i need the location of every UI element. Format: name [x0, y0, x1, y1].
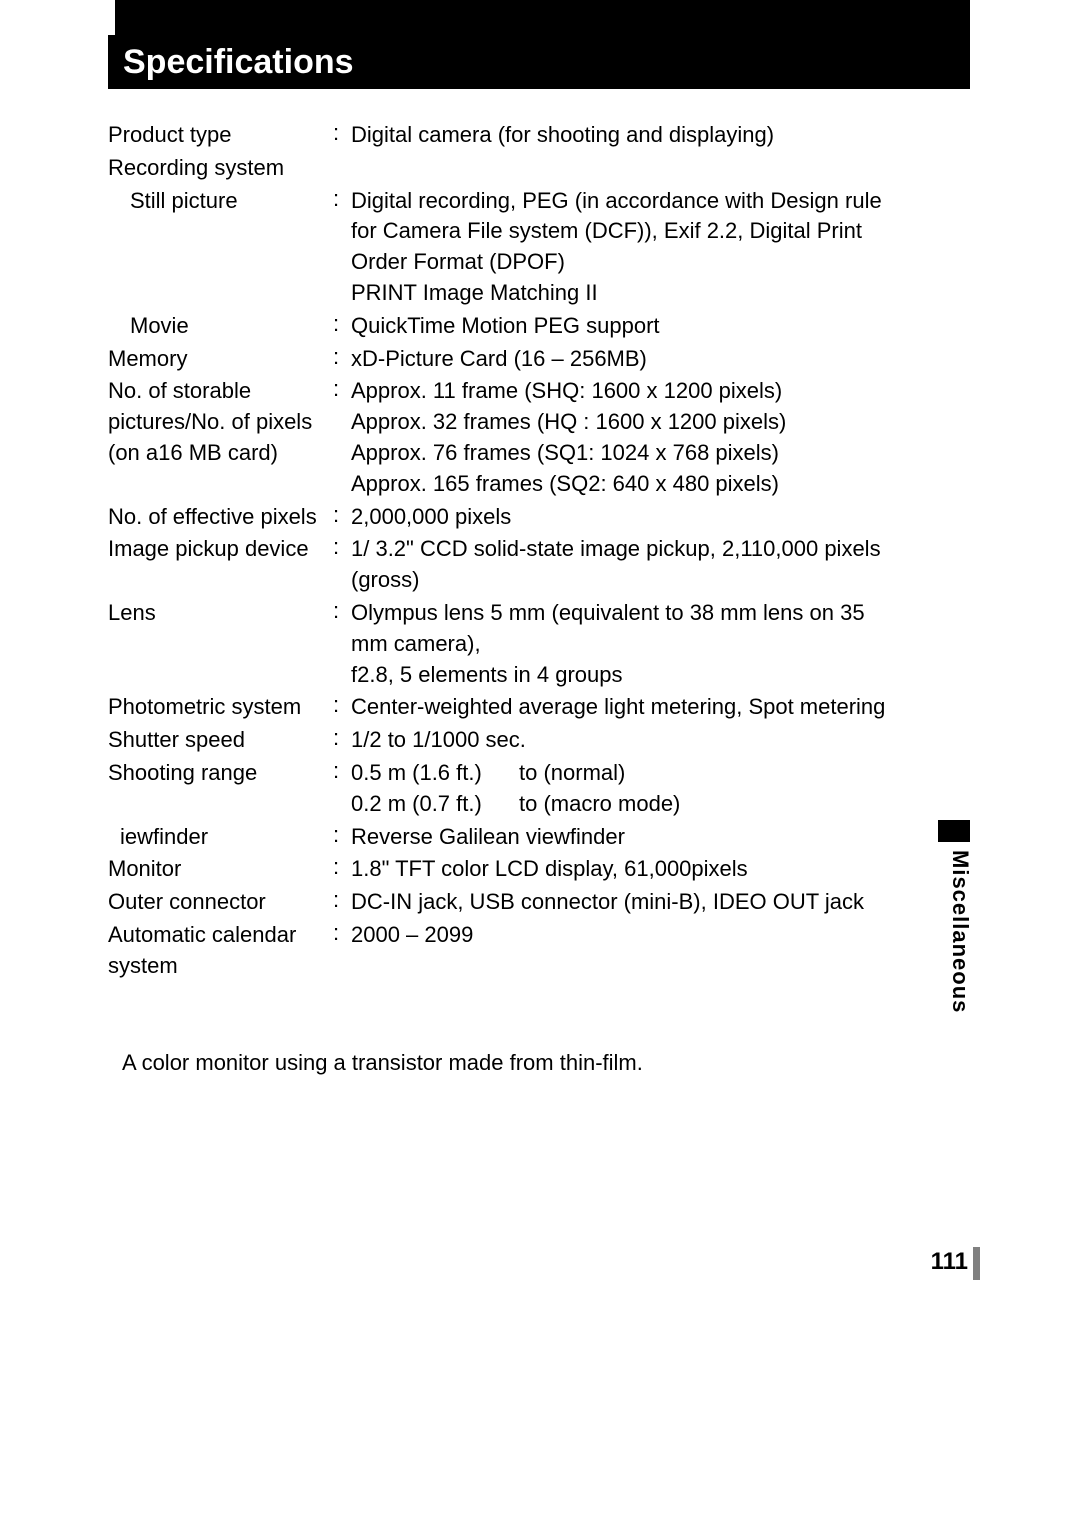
specifications-list: Product type : Digital camera (for shoot…	[108, 120, 888, 984]
title-bar: Specifications	[108, 35, 970, 89]
side-tab-label: Miscellaneous	[947, 850, 973, 1013]
spec-row-shooting-range: Shooting range : 0.5 m (1.6 ft.) to (nor…	[108, 758, 888, 820]
spec-colon: :	[333, 920, 351, 946]
page-number: 111	[931, 1248, 968, 1276]
spec-colon: :	[333, 822, 351, 848]
spec-colon: :	[333, 854, 351, 880]
page-title: Specifications	[123, 43, 354, 82]
spec-label: Product type	[108, 120, 333, 151]
spec-label: Still picture	[108, 186, 333, 217]
spec-label: Lens	[108, 598, 333, 629]
spec-row-photometric: Photometric system : Center-weighted ave…	[108, 692, 888, 723]
spec-value: xD-Picture Card (16 – 256MB)	[351, 344, 888, 375]
spec-value: Olympus lens 5 mm (equivalent to 38 mm l…	[351, 598, 888, 690]
footnote-text: A color monitor using a transistor made …	[122, 1050, 643, 1076]
spec-label: Image pickup device	[108, 534, 333, 565]
spec-row-image-pickup: Image pickup device : 1/ 3.2" CCD solid-…	[108, 534, 888, 596]
spec-colon: :	[333, 311, 351, 337]
spec-value: DC-IN jack, USB connector (mini-B), IDEO…	[351, 887, 888, 918]
spec-label: iewfinder	[108, 822, 333, 853]
spec-label: Photometric system	[108, 692, 333, 723]
spec-colon: :	[333, 725, 351, 751]
spec-label: No. of effective pixels	[108, 502, 333, 533]
page-container: Specifications Product type : Digital ca…	[0, 0, 1080, 1523]
spec-colon: :	[333, 344, 351, 370]
spec-value: Digital recording, PEG (in accordance wi…	[351, 186, 888, 309]
spec-label: Memory	[108, 344, 333, 375]
spec-colon: :	[333, 534, 351, 560]
spec-colon: :	[333, 120, 351, 146]
spec-label: Movie	[108, 311, 333, 342]
spec-row-memory: Memory : xD-Picture Card (16 – 256MB)	[108, 344, 888, 375]
spec-row-storable: No. of storable pictures/No. of pixels (…	[108, 376, 888, 499]
spec-row-viewfinder: iewfinder : Reverse Galilean viewfinder	[108, 822, 888, 853]
spec-colon: :	[333, 598, 351, 624]
spec-row-lens: Lens : Olympus lens 5 mm (equivalent to …	[108, 598, 888, 690]
spec-row-product-type: Product type : Digital camera (for shoot…	[108, 120, 888, 151]
top-black-bar	[115, 0, 970, 35]
spec-value: Reverse Galilean viewfinder	[351, 822, 888, 853]
spec-label: Outer connector	[108, 887, 333, 918]
page-number-bar	[973, 1247, 980, 1280]
spec-label: Shooting range	[108, 758, 333, 789]
spec-value: Center-weighted average light metering, …	[351, 692, 888, 723]
spec-row-outer-connector: Outer connector : DC-IN jack, USB connec…	[108, 887, 888, 918]
spec-value: 1/ 3.2" CCD solid-state image pickup, 2,…	[351, 534, 888, 596]
spec-row-still-picture: Still picture : Digital recording, PEG (…	[108, 186, 888, 309]
spec-value: 1/2 to 1/1000 sec.	[351, 725, 888, 756]
spec-colon: :	[333, 376, 351, 402]
spec-row-shutter-speed: Shutter speed : 1/2 to 1/1000 sec.	[108, 725, 888, 756]
spec-value: 2,000,000 pixels	[351, 502, 888, 533]
spec-row-effective-pixels: No. of effective pixels : 2,000,000 pixe…	[108, 502, 888, 533]
spec-value: Digital camera (for shooting and display…	[351, 120, 888, 151]
spec-value: Approx. 11 frame (SHQ: 1600 x 1200 pixel…	[351, 376, 888, 499]
spec-label: Monitor	[108, 854, 333, 885]
spec-colon: :	[333, 887, 351, 913]
spec-value: 2000 – 2099	[351, 920, 888, 951]
spec-colon: :	[333, 758, 351, 784]
spec-colon: :	[333, 692, 351, 718]
spec-row-movie: Movie : QuickTime Motion PEG support	[108, 311, 888, 342]
spec-value: 1.8" TFT color LCD display, 61,000pixels	[351, 854, 888, 885]
spec-label: No. of storable pictures/No. of pixels (…	[108, 376, 333, 468]
spec-colon: :	[333, 502, 351, 528]
spec-label: Shutter speed	[108, 725, 333, 756]
spec-label: Recording system	[108, 153, 333, 184]
spec-value: QuickTime Motion PEG support	[351, 311, 888, 342]
spec-value: 0.5 m (1.6 ft.) to (normal) 0.2 m (0.7 f…	[351, 758, 888, 820]
spec-row-recording-system: Recording system	[108, 153, 888, 184]
spec-colon: :	[333, 186, 351, 212]
spec-row-calendar: Automatic calendar system : 2000 – 2099	[108, 920, 888, 982]
spec-label: Automatic calendar system	[108, 920, 333, 982]
spec-row-monitor: Monitor : 1.8" TFT color LCD display, 61…	[108, 854, 888, 885]
